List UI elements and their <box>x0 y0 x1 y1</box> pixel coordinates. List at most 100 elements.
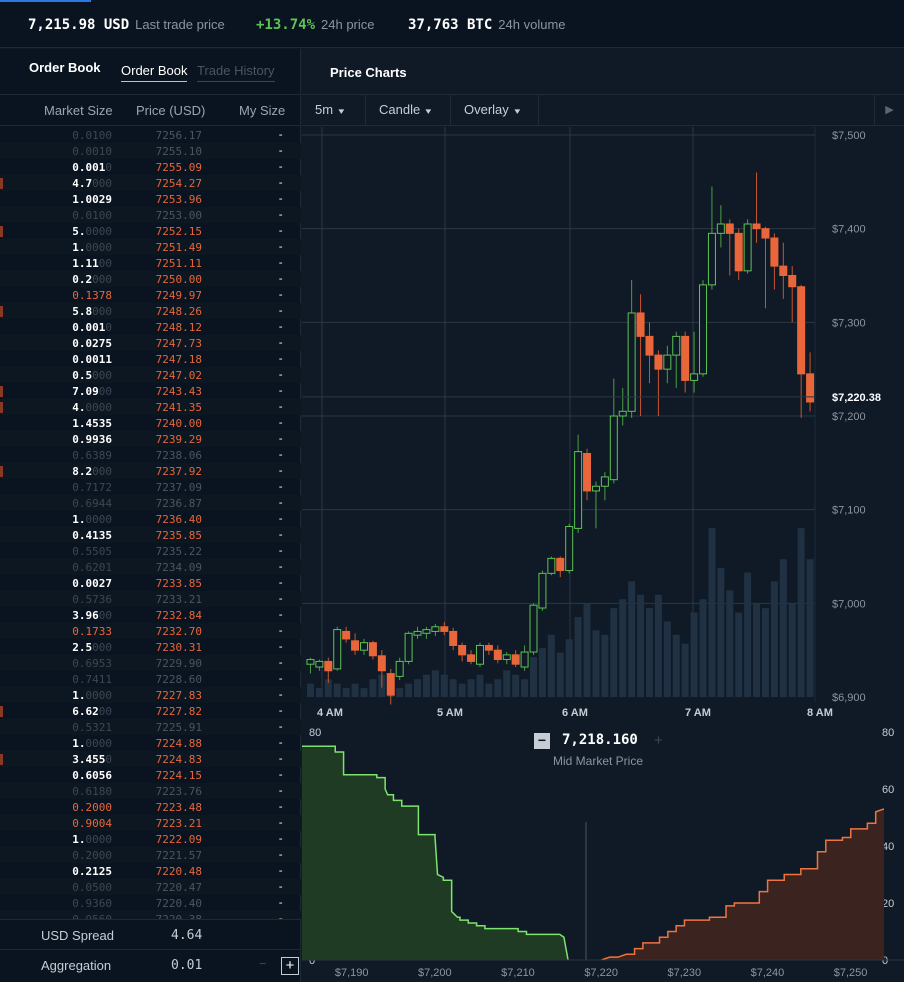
row-my-size: - <box>277 176 284 189</box>
volume-bar <box>601 634 609 697</box>
order-book-row[interactable]: 0.7411 7228.60 - <box>0 671 301 687</box>
order-book-row[interactable]: 0.5505 7235.22 - <box>0 543 301 559</box>
order-book-row[interactable]: 0.9360 7220.40 - <box>0 895 301 911</box>
order-book-row[interactable]: 0.6056 7224.15 - <box>0 767 301 783</box>
order-book-row[interactable]: 0.0011 7247.18 - <box>0 351 301 367</box>
play-button[interactable]: ▶ <box>874 95 904 126</box>
row-my-size: - <box>277 832 284 845</box>
depth-marker <box>0 466 3 477</box>
order-book-row[interactable]: 0.6389 7238.06 - <box>0 447 301 463</box>
y-tick-right: 80 <box>882 727 894 739</box>
order-book-row[interactable]: 0.0500 7220.47 - <box>0 879 301 895</box>
order-book-row[interactable]: 8.2000 7237.92 - <box>0 463 301 479</box>
row-market-size: 7.0900 <box>72 385 112 398</box>
volume-bar <box>449 679 457 697</box>
order-book-row[interactable]: 0.6180 7223.76 - <box>0 783 301 799</box>
order-book-panel: Order Book Order Book Trade History Mark… <box>0 49 301 982</box>
order-book-row[interactable]: 7.0900 7243.43 - <box>0 383 301 399</box>
order-book-row[interactable]: 6.6200 7227.82 - <box>0 703 301 719</box>
order-book-row[interactable]: 0.6944 7236.87 - <box>0 495 301 511</box>
order-book-row[interactable]: 0.9004 7223.21 - <box>0 815 301 831</box>
row-price: 7235.22 <box>155 545 202 558</box>
overlay-dropdown[interactable]: Overlay ▾ <box>451 95 539 126</box>
mid-price-increase-button[interactable]: + <box>654 732 663 749</box>
row-my-size: - <box>277 272 284 285</box>
order-book-row[interactable]: 1.1100 7251.11 - <box>0 255 301 271</box>
y-tick-label: $7,400 <box>832 224 866 236</box>
order-book-row[interactable]: 0.7172 7237.09 - <box>0 479 301 495</box>
order-book-row[interactable]: 4.0000 7241.35 - <box>0 399 301 415</box>
order-book-row[interactable]: 0.0010 7255.10 - <box>0 143 301 159</box>
order-book-row[interactable]: 0.2000 7221.57 - <box>0 847 301 863</box>
tab-order-book[interactable]: Order Book <box>121 63 188 82</box>
order-book-row[interactable]: 3.4550 7224.83 - <box>0 751 301 767</box>
order-book-row[interactable]: 0.2000 7223.48 - <box>0 799 301 815</box>
candle-body <box>752 223 761 230</box>
volume-bar <box>565 639 573 697</box>
order-book-row[interactable]: 0.0275 7247.73 - <box>0 335 301 351</box>
order-book-row[interactable]: 0.6953 7229.90 - <box>0 655 301 671</box>
order-book-row[interactable]: 0.5000 7247.02 - <box>0 367 301 383</box>
row-price: 7247.73 <box>155 337 202 350</box>
aggregation-increase-button[interactable]: + <box>281 957 299 975</box>
volume-bar <box>556 652 564 697</box>
row-my-size: - <box>277 400 284 413</box>
row-price: 7255.09 <box>155 161 202 174</box>
order-book-row[interactable]: 0.4135 7235.85 - <box>0 527 301 543</box>
row-my-size: - <box>277 576 284 589</box>
row-my-size: - <box>277 352 284 365</box>
order-book-row[interactable]: 0.0100 7256.17 - <box>0 127 301 143</box>
aggregation-decrease-button[interactable]: − <box>259 956 267 971</box>
order-book-row[interactable]: 1.0000 7236.40 - <box>0 511 301 527</box>
row-market-size: 0.5736 <box>72 593 112 606</box>
row-price: 7228.60 <box>155 673 202 686</box>
mid-price-decrease-button[interactable]: − <box>534 733 550 749</box>
price-charts-header: Price Charts <box>302 49 904 95</box>
order-book-row[interactable]: 1.0000 7251.49 - <box>0 239 301 255</box>
candle-body <box>324 660 333 672</box>
order-book-row[interactable]: 3.9600 7232.84 - <box>0 607 301 623</box>
row-my-size: - <box>277 560 284 573</box>
order-book-row[interactable]: 0.5321 7225.91 - <box>0 719 301 735</box>
order-book-row[interactable]: 0.0027 7233.85 - <box>0 575 301 591</box>
order-book-row[interactable]: 1.0000 7224.88 - <box>0 735 301 751</box>
x-tick-label: $7,250 <box>834 967 868 979</box>
order-book-row[interactable]: 1.0000 7227.83 - <box>0 687 301 703</box>
row-my-size: - <box>277 736 284 749</box>
order-book-row[interactable]: 0.0010 7248.12 - <box>0 319 301 335</box>
order-book-row[interactable]: 0.1378 7249.97 - <box>0 287 301 303</box>
order-book-row[interactable]: 0.6201 7234.09 - <box>0 559 301 575</box>
row-market-size: 0.2000 <box>72 801 112 814</box>
row-market-size: 1.1100 <box>72 257 112 270</box>
aggregation-value: 0.01 <box>171 958 203 973</box>
order-book-row[interactable]: 0.9936 7239.29 - <box>0 431 301 447</box>
candle-body <box>422 629 431 634</box>
order-book-row[interactable]: 0.5736 7233.21 - <box>0 591 301 607</box>
order-book-row[interactable]: 1.0000 7222.09 - <box>0 831 301 847</box>
row-market-size: 0.6953 <box>72 657 112 670</box>
order-book-row[interactable]: 0.0100 7253.00 - <box>0 207 301 223</box>
order-book-row[interactable]: 1.4535 7240.00 - <box>0 415 301 431</box>
order-book-row[interactable]: 5.0000 7252.15 - <box>0 223 301 239</box>
order-book-row[interactable]: 2.5000 7230.31 - <box>0 639 301 655</box>
order-book-row[interactable]: 4.7000 7254.27 - <box>0 175 301 191</box>
candle-body <box>591 485 600 492</box>
candlestick-chart[interactable]: $7,500 $7,400 $7,300 $7,200 $7,100 $7,000 $6,9… <box>302 127 904 725</box>
order-book-row[interactable]: 0.9560 7220.38 - <box>0 911 301 920</box>
row-price: 7253.00 <box>155 209 202 222</box>
order-book-row[interactable]: 1.0029 7253.96 - <box>0 191 301 207</box>
row-market-size: 0.5505 <box>72 545 112 558</box>
last-trade-label: Last trade price <box>135 17 225 32</box>
order-book-row[interactable]: 0.1733 7232.70 - <box>0 623 301 639</box>
order-book-row[interactable]: 0.2000 7250.00 - <box>0 271 301 287</box>
chart-type-dropdown[interactable]: Candle ▾ <box>366 95 451 126</box>
tab-trade-history[interactable]: Trade History <box>197 63 275 82</box>
candle-body <box>618 410 627 417</box>
order-book-row[interactable]: 0.0010 7255.09 - <box>0 159 301 175</box>
interval-dropdown[interactable]: 5m ▾ <box>302 95 366 126</box>
current-price-label: $7,220.38 <box>832 392 881 404</box>
volume-bar <box>538 648 546 697</box>
order-book-row[interactable]: 0.2125 7220.48 - <box>0 863 301 879</box>
depth-chart[interactable]: 808060604040202000$7,190$7,200$7,210$7,2… <box>302 726 904 982</box>
order-book-row[interactable]: 5.8000 7248.26 - <box>0 303 301 319</box>
